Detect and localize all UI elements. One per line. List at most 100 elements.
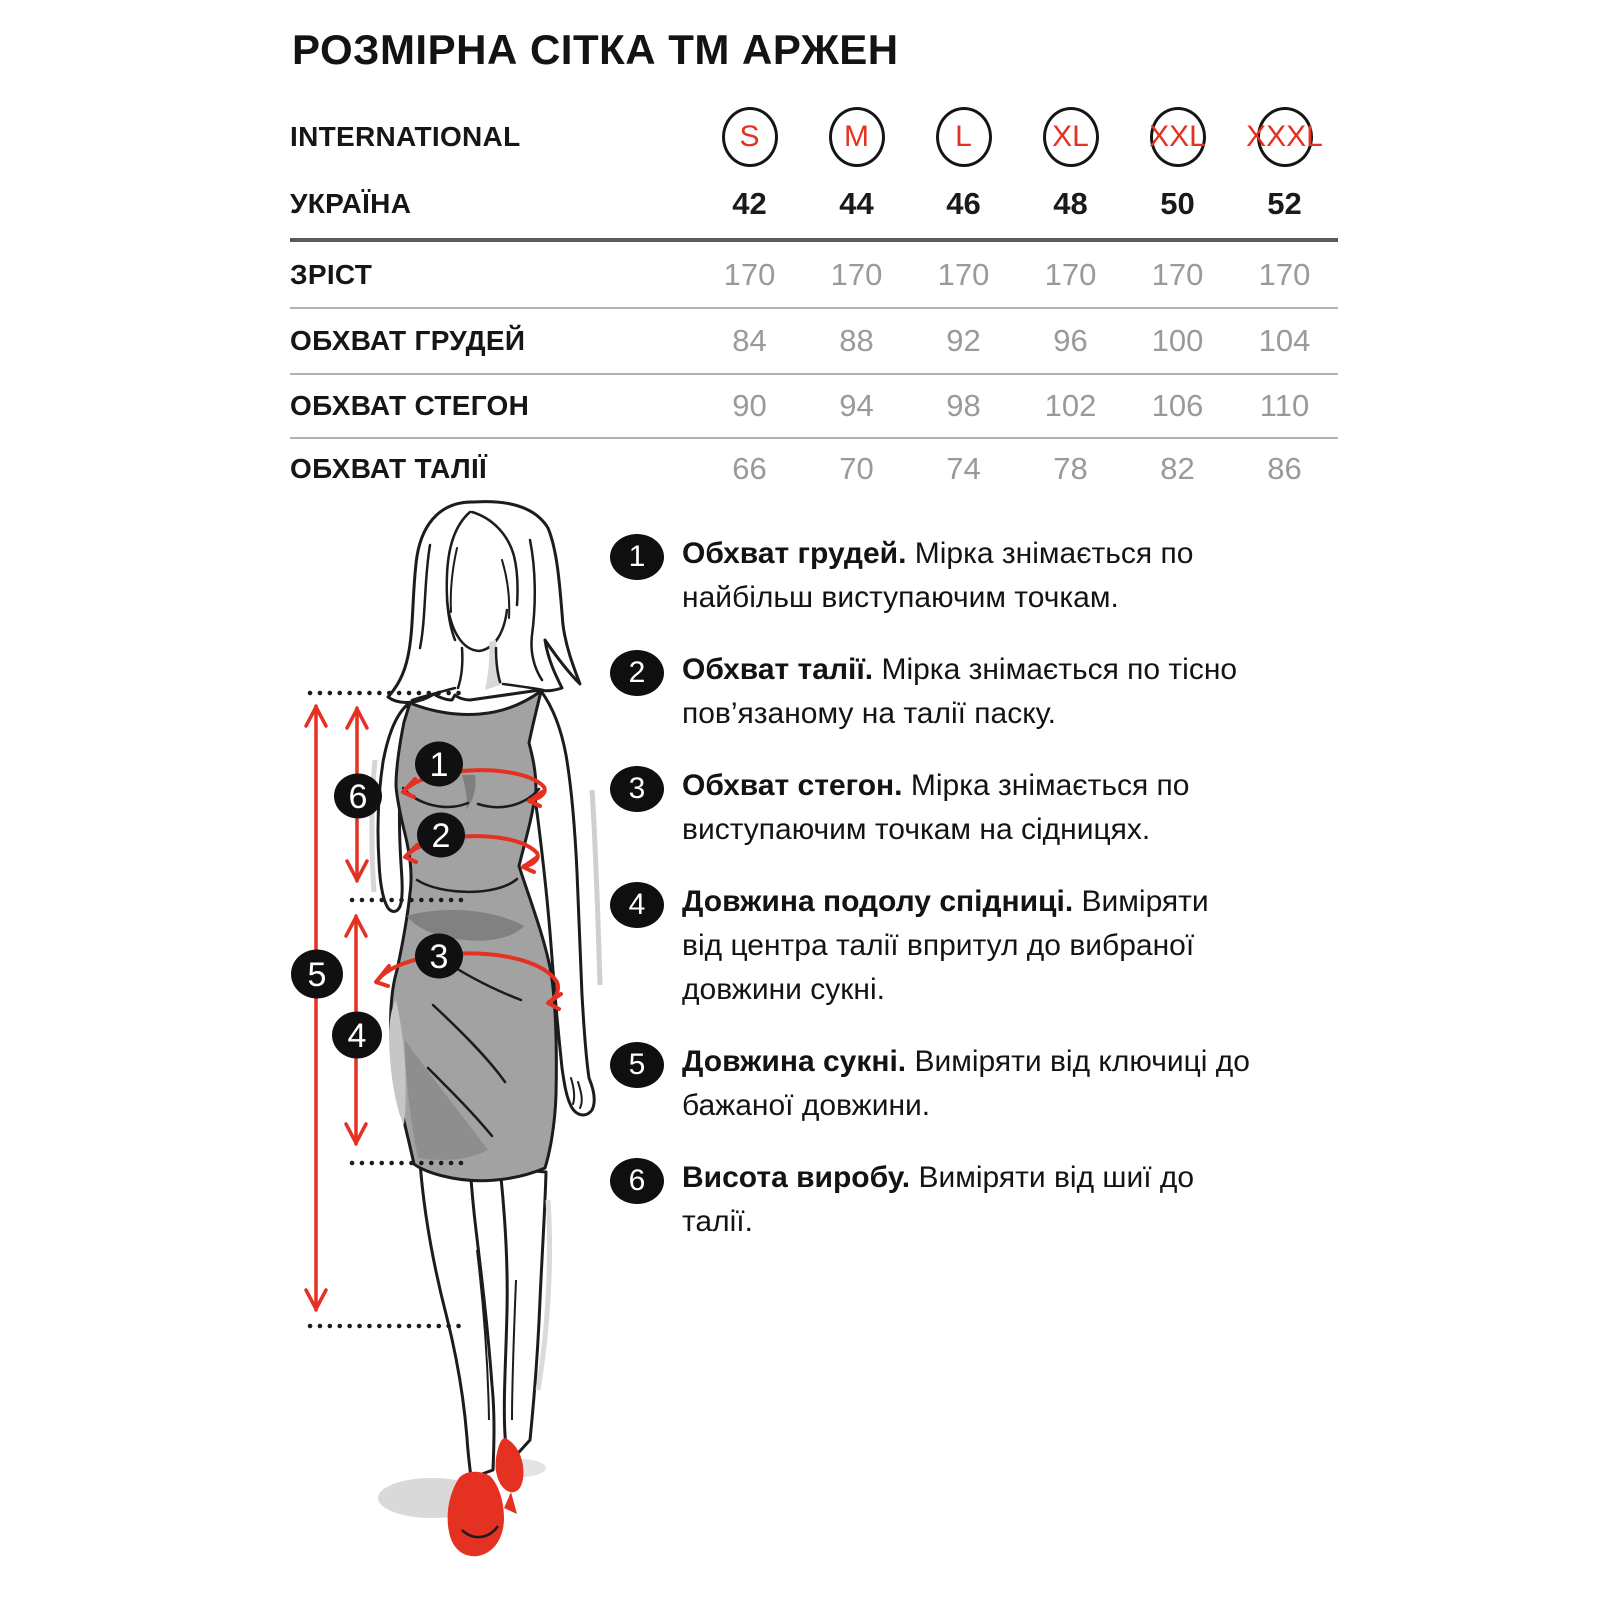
- dotted-guides: [307, 690, 471, 1329]
- measure-value: 82: [1160, 450, 1195, 486]
- legend-term: Висота виробу.: [682, 1161, 911, 1194]
- legend-badge-1: 1: [610, 534, 664, 580]
- size-table: INTERNATIONAL S M L XL XXL XXXL УКРАЇНА …: [290, 104, 1338, 498]
- legend-term: Обхват грудей.: [682, 537, 907, 570]
- measure-value: 86: [1267, 450, 1302, 486]
- leg-shading: [535, 1199, 553, 1391]
- legend-badge-4: 4: [610, 882, 664, 928]
- figure-illustration: 1 2 3 6 5 4: [250, 480, 650, 1590]
- measure-value: 106: [1151, 388, 1204, 423]
- size-circle-xl: XL: [1042, 107, 1099, 167]
- legend-desc: Виміряти від ключиці до бажаної довжини.: [682, 1045, 1250, 1122]
- legend-term: Довжина подолу спідниці.: [682, 885, 1074, 918]
- size-value: 52: [1267, 186, 1302, 221]
- measure-value: 100: [1151, 323, 1204, 358]
- measure-value: 110: [1259, 388, 1310, 423]
- neck: [410, 646, 545, 702]
- size-value: 48: [1053, 186, 1088, 221]
- size-value: 42: [732, 186, 767, 221]
- measure-value: 102: [1044, 388, 1097, 423]
- legend-desc: Виміряти від центра талії впритул до виб…: [682, 885, 1209, 1006]
- legend-text: Обхват грудей. Мірка знімається по найбі…: [682, 532, 1257, 620]
- measure-value: 170: [1044, 256, 1097, 292]
- measurement-legend: 1 Обхват грудей. Мірка знімається по най…: [610, 532, 1257, 1244]
- measure-value: 74: [946, 450, 981, 486]
- legend-text: Обхват талії. Мірка знімається по тісно …: [682, 648, 1257, 736]
- table-row-height: ЗРІСТ 170 170 170 170 170 170: [290, 238, 1338, 307]
- legend-badge-3: 3: [610, 766, 664, 812]
- legend-text: Довжина сукні. Виміряти від ключиці до б…: [682, 1040, 1257, 1128]
- red-shoes: [447, 1438, 524, 1557]
- table-row-international: INTERNATIONAL S M L XL XXL XXXL: [290, 104, 1338, 170]
- measure-value: 170: [937, 256, 990, 292]
- row-label: INTERNATIONAL: [290, 121, 521, 152]
- size-value: 50: [1160, 186, 1195, 221]
- legend-item-3: 3 Обхват стегон. Мірка знімається по вис…: [610, 764, 1257, 852]
- figure-marker-2: 2: [432, 817, 451, 855]
- legend-term: Обхват талії.: [682, 653, 874, 686]
- measure-value: 170: [1258, 256, 1311, 292]
- size-value: 44: [839, 186, 874, 221]
- legend-badge-2: 2: [610, 650, 664, 696]
- legend-desc: Мірка знімається по виступаючим точкам н…: [682, 769, 1190, 846]
- figure-marker-1: 1: [430, 746, 449, 784]
- size-circle-l: L: [935, 107, 992, 167]
- legend-term: Обхват стегон.: [682, 769, 903, 802]
- size-circle-xxl: XXL: [1149, 107, 1206, 167]
- legend-badge-5: 5: [610, 1042, 664, 1088]
- legend-term: Довжина сукні.: [682, 1045, 907, 1078]
- legend-text: Довжина подолу спідниці. Виміряти від це…: [682, 880, 1257, 1012]
- table-row-ukraine: УКРАЇНА 42 44 46 48 50 52: [290, 170, 1338, 238]
- size-value: 46: [946, 186, 981, 221]
- table-row-hips: ОБХВАТ СТЕГОН 90 94 98 102 106 110: [290, 373, 1338, 437]
- measure-value: 92: [946, 323, 981, 358]
- arm-shading-right: [589, 789, 603, 986]
- measure-value: 94: [839, 388, 874, 423]
- measure-value: 90: [732, 388, 767, 423]
- page-title: РОЗМІРНА СІТКА ТМ АРЖЕН: [292, 26, 899, 73]
- measure-value: 170: [723, 256, 776, 292]
- legend-item-4: 4 Довжина подолу спідниці. Виміряти від …: [610, 880, 1257, 1012]
- table-row-bust: ОБХВАТ ГРУДЕЙ 84 88 92 96 100 104: [290, 307, 1338, 373]
- table-row-waist: ОБХВАТ ТАЛІЇ 66 70 74 78 82 86: [290, 437, 1338, 498]
- row-label: ЗРІСТ: [290, 258, 373, 290]
- legend-text: Обхват стегон. Мірка знімається по висту…: [682, 764, 1257, 852]
- head-hair: [386, 500, 582, 704]
- measure-value: 78: [1053, 450, 1088, 486]
- figure-marker-4: 4: [348, 1017, 367, 1055]
- row-label: ОБХВАТ ГРУДЕЙ: [290, 325, 526, 356]
- measure-value: 170: [1151, 256, 1204, 292]
- legend-item-1: 1 Обхват грудей. Мірка знімається по най…: [610, 532, 1257, 620]
- row-label: ОБХВАТ ТАЛІЇ: [290, 452, 488, 484]
- legend-desc: Виміряти від шиї до талії.: [682, 1161, 1195, 1238]
- woman-sketch: 1 2 3 6 5 4: [291, 500, 603, 1557]
- legend-badge-6: 6: [610, 1158, 664, 1204]
- size-circle-m: M: [828, 107, 885, 167]
- legs: [418, 1160, 548, 1480]
- arc-hips: [375, 951, 560, 1004]
- measure-value: 104: [1258, 323, 1311, 358]
- measure-value: 170: [830, 256, 883, 292]
- legend-item-6: 6 Висота виробу. Виміряти від шиї до тал…: [610, 1156, 1257, 1244]
- figure-marker-3: 3: [430, 938, 449, 976]
- legend-text: Висота виробу. Виміряти від шиї до талії…: [682, 1156, 1257, 1244]
- measure-value: 84: [732, 323, 767, 358]
- figure-marker-6: 6: [349, 778, 368, 816]
- legend-item-5: 5 Довжина сукні. Виміряти від ключиці до…: [610, 1040, 1257, 1128]
- size-circle-xxxl: XXXL: [1246, 107, 1323, 167]
- figure-marker-5: 5: [308, 956, 327, 994]
- measure-value: 98: [946, 388, 981, 423]
- legend-desc: Мірка знімається по тісно пов’язаному на…: [682, 653, 1238, 730]
- legend-item-2: 2 Обхват талії. Мірка знімається по тісн…: [610, 648, 1257, 736]
- dress: [389, 689, 558, 1183]
- row-label: УКРАЇНА: [290, 188, 412, 219]
- measure-value: 66: [732, 450, 767, 486]
- figure-markers: 1 2 3 6 5 4: [291, 741, 465, 1059]
- measure-value: 70: [839, 450, 874, 486]
- row-label: ОБХВАТ СТЕГОН: [290, 390, 530, 421]
- size-circle-s: S: [721, 107, 778, 167]
- measure-value: 96: [1053, 323, 1088, 358]
- arm-shading-left: [369, 759, 378, 893]
- legend-desc: Мірка знімається по найбільш виступаючим…: [682, 537, 1194, 614]
